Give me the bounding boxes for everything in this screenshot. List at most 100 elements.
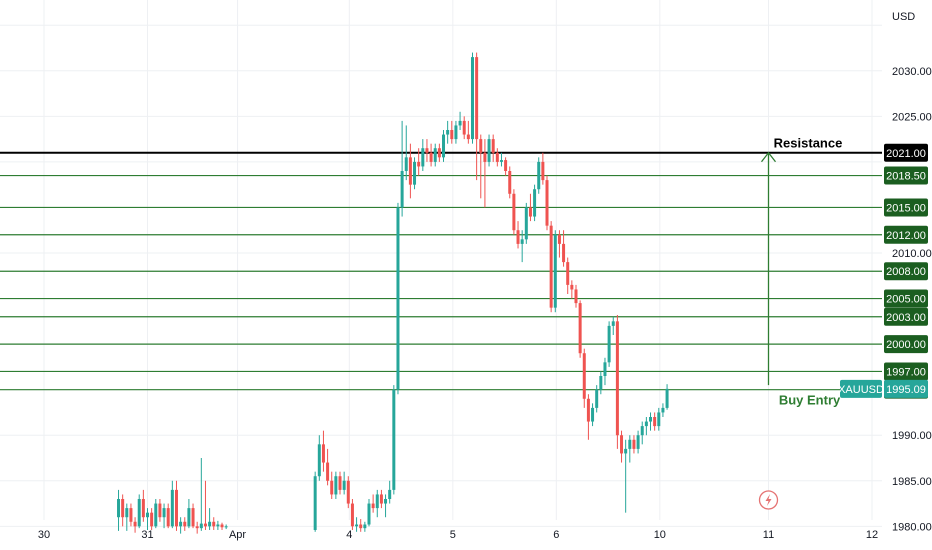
horizontal-levels — [0, 151, 882, 391]
candle-body — [133, 521, 137, 527]
candle-body — [499, 160, 503, 162]
candle-body — [636, 435, 640, 449]
candle-body — [475, 57, 479, 140]
candle-body — [187, 508, 191, 527]
candle-body — [520, 239, 524, 244]
resistance-label: Resistance — [774, 136, 843, 151]
candle-body — [166, 508, 170, 527]
candle-body — [355, 524, 359, 527]
level-price-badge — [884, 289, 928, 308]
y-tick-label: 2025.00 — [892, 111, 932, 123]
last-price-badge — [884, 379, 928, 398]
candle-body — [400, 171, 404, 208]
candle-body — [179, 521, 183, 527]
y-tick-label: 2030.00 — [892, 66, 932, 78]
level-price-label: 2021.00 — [886, 148, 926, 160]
x-tick-label: 12 — [866, 529, 878, 541]
candle-body — [408, 157, 412, 185]
annotations: Resistance Buy Entry — [758, 136, 843, 510]
candle-body — [141, 499, 145, 518]
candle-body — [154, 503, 158, 527]
candle-body — [433, 148, 437, 162]
candle-body — [437, 148, 441, 158]
level-price-label: 2018.50 — [886, 171, 926, 183]
candle-body — [384, 499, 388, 504]
candle-body — [199, 523, 203, 529]
time-axis[interactable]: 30 31 Apr 4 5 6 10 11 12 — [38, 529, 878, 541]
candle-body — [649, 417, 653, 422]
candle-body — [334, 476, 338, 495]
candle-body — [359, 524, 363, 529]
candle-body — [541, 161, 545, 181]
candle-body — [524, 207, 528, 240]
candle-body — [212, 521, 216, 527]
level-price-badge — [884, 335, 928, 354]
level-price-badge — [884, 143, 928, 162]
candle-body — [545, 180, 549, 226]
candles — [117, 52, 669, 534]
candle-body — [599, 376, 603, 390]
candle-body — [326, 462, 330, 481]
candle-body — [644, 421, 648, 427]
level-price-badge — [884, 166, 928, 185]
candle-body — [470, 57, 474, 140]
price-axis[interactable]: USD 1980.00 1985.00 1990.00 2010.00 2025.00 2… — [838, 11, 932, 533]
candle-body — [413, 161, 417, 185]
candle-body — [379, 494, 383, 504]
candle-body — [442, 134, 446, 158]
candle-body — [342, 480, 346, 490]
candle-body — [162, 508, 166, 518]
candle-body — [429, 152, 433, 162]
level-price-label: 2005.00 — [886, 294, 926, 306]
candle-body — [158, 503, 162, 518]
candle-body — [562, 243, 566, 263]
candle-body — [350, 503, 354, 527]
candle-body — [479, 139, 483, 153]
candle-body — [425, 148, 429, 153]
candle-body — [574, 289, 578, 304]
x-tick-label: 6 — [553, 529, 559, 541]
candle-body — [183, 521, 187, 527]
candle-body — [125, 508, 129, 518]
candle-body — [388, 489, 392, 499]
candle-body — [392, 389, 396, 490]
candle-body — [537, 161, 541, 190]
candle-body — [566, 262, 570, 285]
candle-body — [454, 125, 458, 140]
candle-body — [483, 152, 487, 162]
candle-body — [632, 439, 636, 449]
candle-body — [491, 139, 495, 153]
candle-body — [396, 207, 400, 390]
candle-body — [317, 444, 321, 477]
level-price-label: 2003.00 — [886, 312, 926, 324]
candle-body — [174, 489, 178, 527]
candle-body — [495, 152, 499, 162]
level-price-badge — [884, 362, 928, 381]
candle-body — [321, 444, 325, 463]
last-price-label: 1995.09 — [886, 384, 926, 396]
level-price-label: 1997.00 — [886, 366, 926, 378]
candle-body — [203, 523, 207, 527]
candle-body — [653, 417, 657, 427]
candle-body — [117, 499, 121, 518]
candle-body — [508, 171, 512, 194]
candle-body — [458, 120, 462, 126]
candle-body — [665, 388, 669, 408]
candle-body — [346, 480, 350, 504]
candle-body — [375, 494, 379, 509]
candle-body — [615, 321, 619, 436]
candle-body — [553, 234, 557, 308]
lightning-glyph — [765, 494, 772, 506]
candle-body — [446, 130, 450, 135]
candle-body — [570, 284, 574, 290]
x-tick-label: 30 — [38, 529, 50, 541]
candle-body — [121, 499, 125, 518]
candle-body — [661, 407, 665, 413]
chart-grid — [0, 0, 882, 527]
candle-body — [216, 524, 220, 527]
lightning-icon[interactable] — [758, 490, 779, 510]
x-tick-label: 31 — [141, 529, 153, 541]
candle-body — [170, 489, 174, 527]
x-tick-label: 4 — [346, 529, 352, 541]
